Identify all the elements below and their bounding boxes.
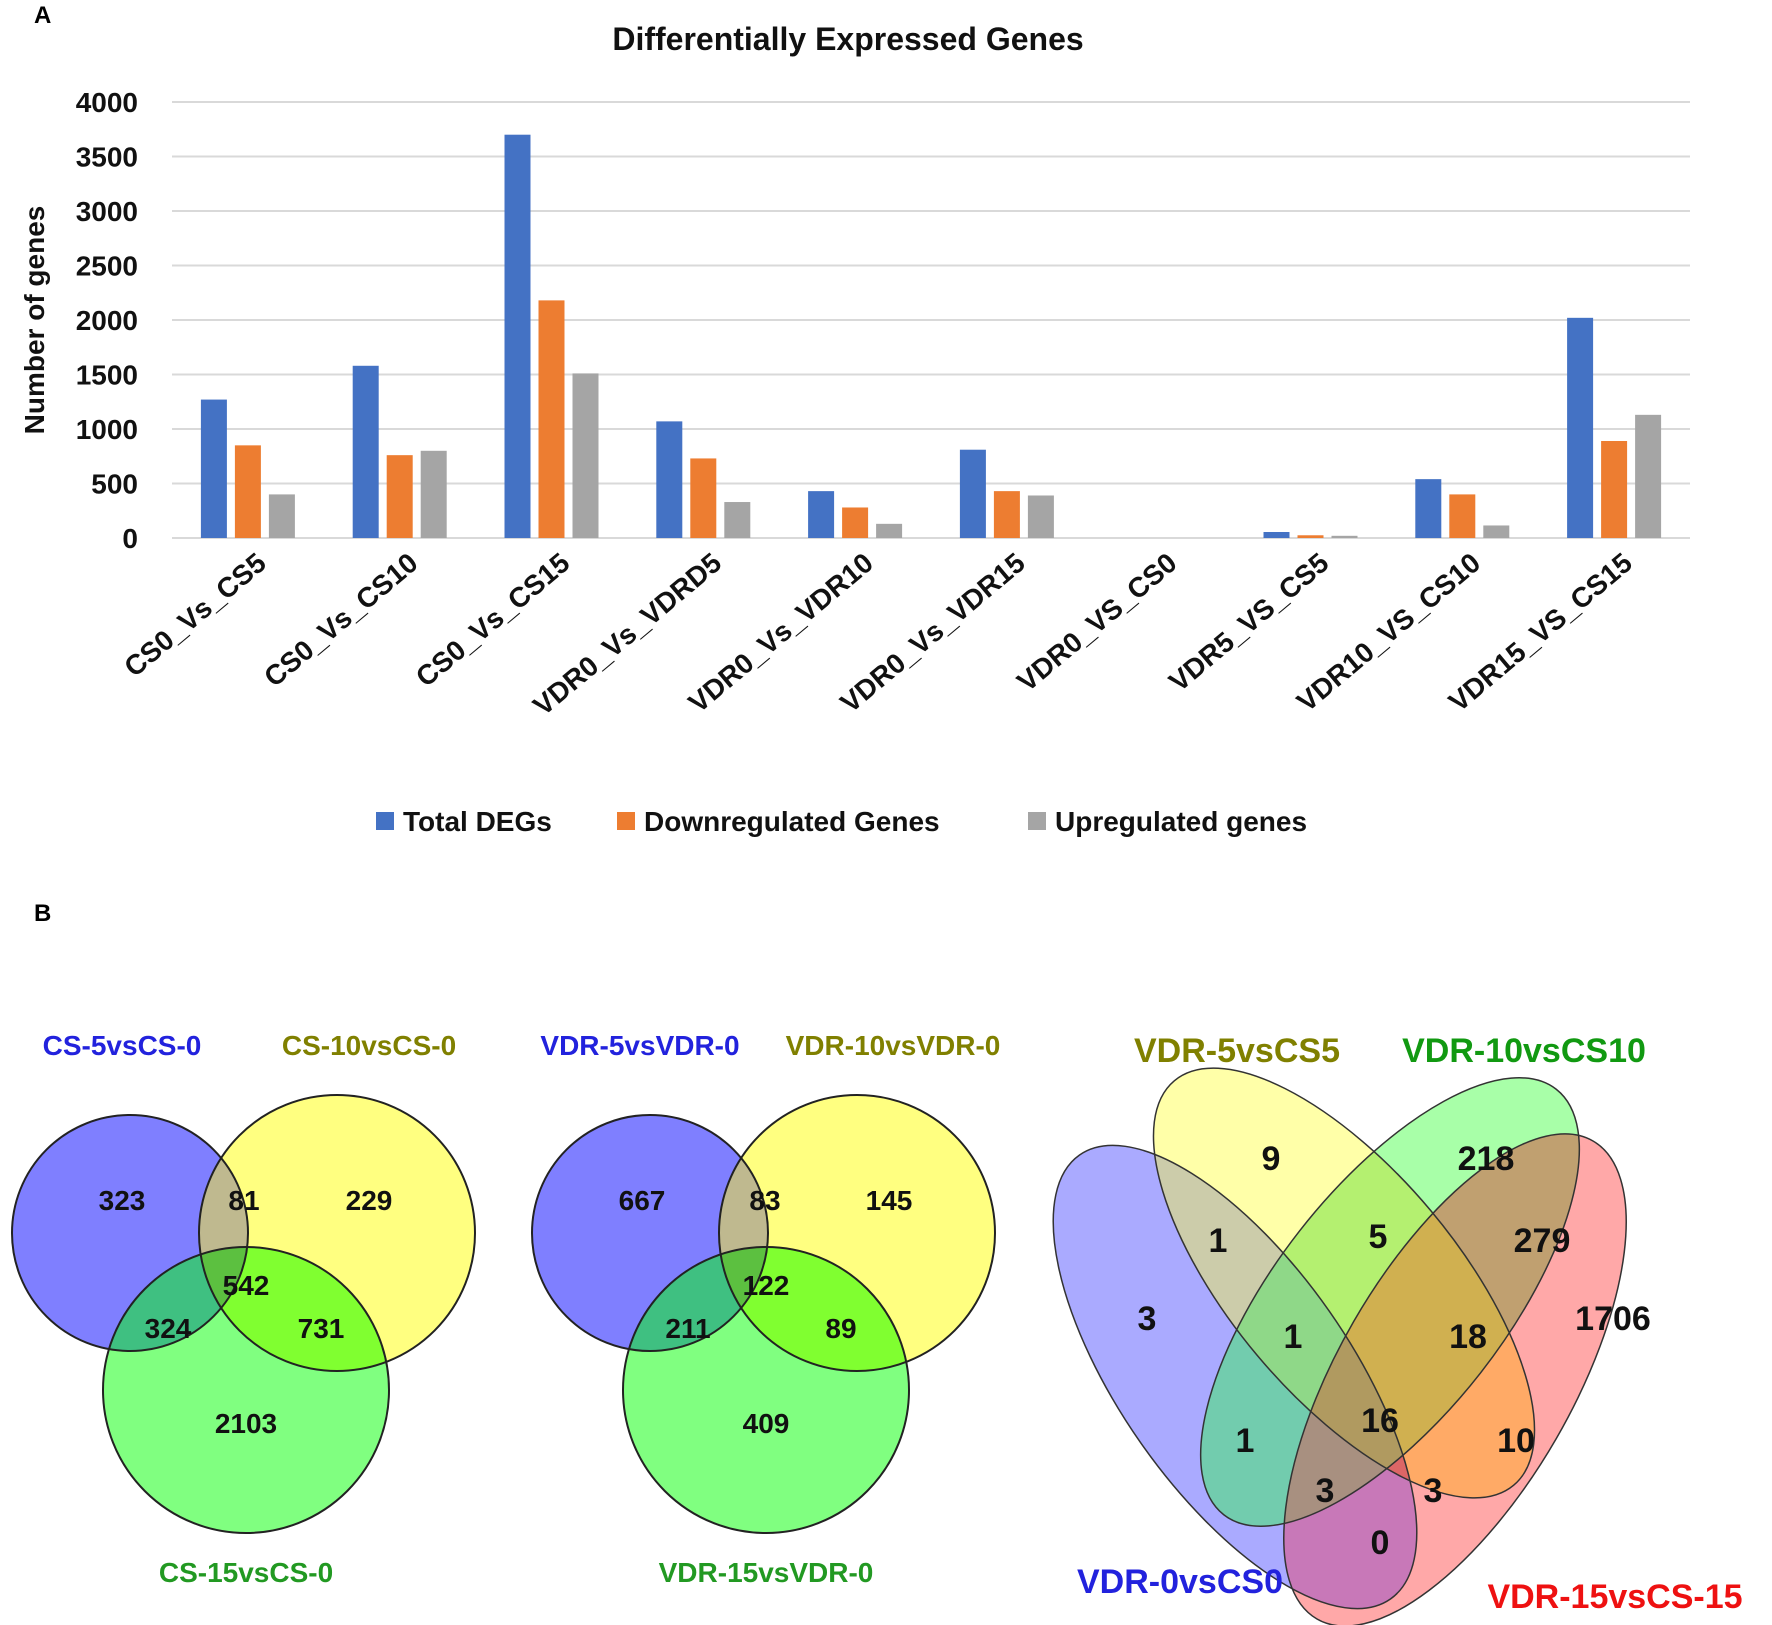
venn2-count-bc: 89: [825, 1313, 856, 1344]
x-tick-labels: CS0_Vs_CS5CS0_Vs_CS10CS0_Vs_CS15VDR0_Vs_…: [118, 547, 1638, 722]
venn1-count-abc: 542: [223, 1270, 270, 1301]
bar-downregulated-genes: [1297, 535, 1324, 538]
venn2-label-c: VDR-15vsVDR-0: [659, 1557, 874, 1588]
y-tick-label: 3500: [76, 142, 138, 173]
legend-label: Downregulated Genes: [644, 806, 940, 837]
y-tick-label: 1500: [76, 360, 138, 391]
chart-title: Differentially Expressed Genes: [612, 21, 1083, 57]
legend-swatch: [1028, 812, 1046, 830]
panel-label-a: A: [34, 2, 52, 29]
x-tick-label: VDR5_VS_CS5: [1163, 547, 1334, 698]
bar-upregulated-genes: [572, 373, 599, 538]
venn1-count-bc: 731: [298, 1313, 345, 1344]
legend-swatch: [617, 812, 635, 830]
x-tick-label: CS0_Vs_CS5: [118, 547, 271, 683]
bar-downregulated-genes: [386, 455, 413, 538]
venn3-count: 16: [1361, 1402, 1399, 1440]
venn2-count-b: 145: [866, 1185, 913, 1216]
venn1-label-b: CS-10vsCS-0: [282, 1030, 456, 1061]
bar-total-degs: [1567, 317, 1594, 538]
bar-upregulated-genes: [1635, 414, 1662, 538]
grid-lines: [172, 101, 1690, 539]
bar-upregulated-genes: [724, 502, 751, 538]
venn2-count-a: 667: [619, 1185, 666, 1216]
legend-label: Upregulated genes: [1055, 806, 1307, 837]
bar-upregulated-genes: [876, 523, 903, 538]
venn1-label-c: CS-15vsCS-0: [159, 1557, 333, 1588]
bar-upregulated-genes: [1331, 535, 1358, 538]
venn2-count-ac: 211: [665, 1313, 710, 1344]
bar-total-degs: [504, 134, 531, 538]
bar-upregulated-genes: [1027, 495, 1054, 538]
x-tick-label: VDR0_VS_CS0: [1011, 547, 1182, 698]
x-tick-label: CS0_Vs_CS10: [258, 547, 423, 693]
venn3-count: 5: [1369, 1218, 1388, 1256]
venn2-count-c: 409: [743, 1408, 790, 1439]
venn3-count: 3: [1316, 1472, 1335, 1510]
bar-total-degs: [200, 399, 227, 538]
bar-total-degs: [959, 449, 986, 538]
venn-overlay: CS-5vsCS-0 CS-10vsCS-0 CS-15vsCS-0 323 8…: [0, 960, 1772, 1625]
venn3-count: 1: [1284, 1318, 1303, 1356]
x-tick-label: CS0_Vs_CS15: [410, 547, 575, 693]
y-tick-label: 2500: [76, 251, 138, 282]
bars: [200, 134, 1662, 538]
y-tick-label: 0: [122, 523, 138, 554]
y-tick-label: 500: [91, 469, 138, 500]
venn3-label-yellow: VDR-5vsCS5: [1134, 1032, 1340, 1070]
venn1-count-ac: 324: [145, 1313, 192, 1344]
venn3-count: 3: [1138, 1300, 1157, 1338]
y-tick-label: 2000: [76, 305, 138, 336]
bar-chart: Differentially Expressed Genes Number of…: [19, 21, 1690, 837]
bar-total-degs: [352, 365, 379, 538]
venn3-count: 3: [1424, 1472, 1443, 1510]
venn1-count-c: 2103: [215, 1408, 277, 1439]
venn1-label-a: CS-5vsCS-0: [43, 1030, 202, 1061]
venn3-count: 218: [1458, 1140, 1515, 1178]
bar-downregulated-genes: [690, 458, 717, 538]
bar-upregulated-genes: [420, 450, 447, 538]
venn-four-way: [1052, 1067, 1627, 1625]
bar-downregulated-genes: [538, 300, 565, 538]
bar-upregulated-genes: [1483, 525, 1510, 538]
y-tick-label: 4000: [76, 87, 138, 118]
legend-swatch: [376, 812, 394, 830]
bar-total-degs: [1263, 532, 1290, 538]
venn2-count-ab: 83: [749, 1185, 780, 1216]
venn3-count: 18: [1449, 1318, 1487, 1356]
y-tick-label: 1000: [76, 414, 138, 445]
venn3-count: 279: [1514, 1222, 1571, 1260]
venn3-label-red: VDR-15vsCS-15: [1487, 1578, 1742, 1616]
y-axis-label: Number of genes: [19, 206, 50, 435]
bar-downregulated-genes: [1449, 494, 1476, 538]
venn2-label-a: VDR-5vsVDR-0: [540, 1030, 739, 1061]
legend: Total DEGs Downregulated Genes Upregulated…: [376, 806, 1307, 837]
venn3-count: 10: [1497, 1422, 1535, 1460]
venn1-count-b: 229: [346, 1185, 393, 1216]
venn1-count-a: 323: [99, 1185, 146, 1216]
y-tick-labels: 0 500 1000 1500 2000 2500 3000 3500 4000: [76, 87, 138, 554]
bar-total-degs: [808, 491, 835, 538]
venn2-label-b: VDR-10vsVDR-0: [786, 1030, 1001, 1061]
venn3-count: 1: [1209, 1222, 1228, 1260]
y-tick-label: 3000: [76, 196, 138, 227]
venn2-count-abc: 122: [743, 1270, 790, 1301]
bar-downregulated-genes: [842, 507, 869, 538]
venn3-count: 0: [1371, 1524, 1390, 1562]
bar-upregulated-genes: [268, 494, 295, 538]
bar-downregulated-genes: [234, 445, 261, 538]
bar-total-degs: [656, 421, 683, 538]
bar-downregulated-genes: [1601, 440, 1628, 538]
venn3-label-blue: VDR-0vsCS0: [1077, 1563, 1283, 1601]
legend-label: Total DEGs: [403, 806, 552, 837]
bar-total-degs: [1415, 479, 1442, 538]
venn3-label-green: VDR-10vsCS10: [1402, 1032, 1646, 1070]
venn3-count: 1: [1236, 1422, 1255, 1460]
panel-label-b: B: [34, 900, 52, 927]
venn3-count: 1706: [1575, 1300, 1651, 1338]
venn1-count-ab: 81: [228, 1185, 259, 1216]
bar-downregulated-genes: [993, 491, 1020, 538]
venn3-count: 9: [1262, 1140, 1281, 1178]
